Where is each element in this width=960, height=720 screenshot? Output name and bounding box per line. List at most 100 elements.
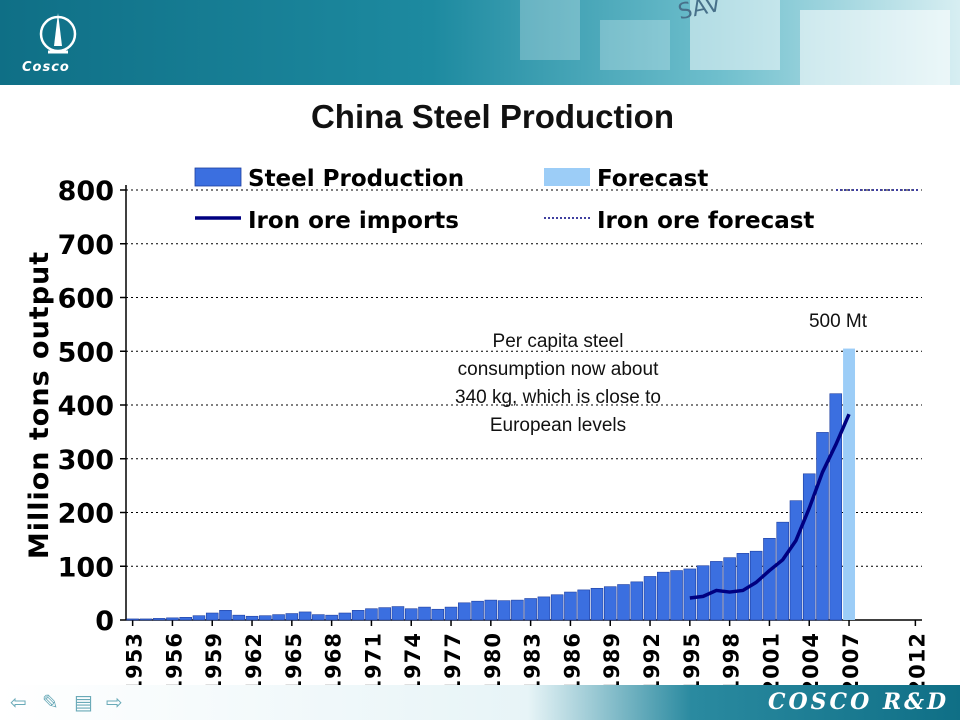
- x-tick-label: 1962: [242, 632, 266, 690]
- banner-tile: [800, 10, 950, 85]
- x-tick-label: 1980: [481, 632, 505, 690]
- footer-bar: [0, 685, 960, 720]
- y-tick-label: 200: [58, 499, 114, 530]
- steel-production-bar: [471, 600, 484, 621]
- steel-production-bar: [670, 570, 683, 621]
- steel-production-bar: [391, 606, 405, 621]
- steel-production-bar: [537, 596, 551, 621]
- steel-production-bar: [816, 432, 829, 621]
- x-tick-label: 1953: [123, 632, 147, 690]
- steel-production-bar: [511, 599, 524, 621]
- y-tick-label: 700: [58, 230, 114, 261]
- pen-icon[interactable]: ✎: [42, 690, 59, 714]
- x-tick-label: 1959: [202, 632, 226, 690]
- x-tick-label: 1998: [720, 632, 744, 690]
- steel-production-bar: [630, 581, 644, 621]
- legend-forecast-swatch: [544, 168, 590, 186]
- y-tick-label: 500: [58, 337, 114, 368]
- steel-production-bar: [351, 610, 365, 621]
- steel-production-bar: [245, 615, 259, 621]
- steel-production-bar: [603, 586, 617, 621]
- steel-production-bar: [643, 576, 657, 621]
- steel-production-bar: [139, 618, 153, 621]
- steel-production-bar: [776, 521, 789, 621]
- legend-forecast-label: Forecast: [597, 166, 708, 192]
- y-tick-label: 300: [58, 445, 114, 476]
- legend-iron-forecast-label: Iron ore forecast: [597, 208, 814, 234]
- steel-production-bar: [205, 612, 219, 621]
- banner-tile: [600, 20, 670, 70]
- steel-production-bar: [577, 589, 590, 621]
- steel-production-bar: [564, 591, 577, 621]
- menu-icon[interactable]: ▤: [74, 690, 93, 714]
- header-banner: SAV Cosco: [0, 0, 960, 85]
- steel-production-bar: [192, 615, 206, 621]
- steel-production-bar: [232, 614, 246, 621]
- y-tick-label: 400: [58, 391, 114, 422]
- legend-steel-label: Steel Production: [248, 166, 464, 192]
- steel-production-bar: [763, 537, 776, 621]
- steel-production-bar: [126, 618, 139, 621]
- steel-production-bar: [683, 568, 697, 621]
- x-tick-label: 1956: [162, 632, 186, 690]
- steel-production-bar: [723, 557, 736, 621]
- prev-arrow-icon[interactable]: ⇦: [10, 690, 27, 714]
- steel-production-bar: [802, 473, 816, 621]
- x-tick-label: 2012: [905, 632, 929, 690]
- steel-production-bar: [418, 606, 431, 621]
- steel-production-chart: 0 100 200 300 400 500 600 700 800 Million tons ou…: [24, 166, 929, 690]
- x-tick-label: 1989: [600, 632, 624, 690]
- x-tick-label: 1968: [322, 632, 346, 690]
- legend-iron-label: Iron ore imports: [248, 208, 459, 234]
- y-axis-label: Million tons output: [24, 251, 55, 559]
- annotation-500mt: 500 Mt: [809, 311, 868, 332]
- steel-production-bar: [497, 600, 511, 621]
- x-tick-label: 1992: [640, 632, 664, 690]
- steel-production-bar: [179, 617, 192, 621]
- steel-production-bar: [325, 614, 338, 621]
- steel-production-bar: [365, 608, 378, 621]
- steel-production-bar: [617, 584, 630, 621]
- x-tick-label: 1995: [680, 632, 704, 690]
- x-tick-label: 2001: [759, 632, 783, 690]
- steel-production-bar: [404, 608, 418, 621]
- steel-production-bar: [152, 618, 166, 621]
- next-arrow-icon[interactable]: ⇨: [106, 690, 123, 714]
- legend-steel-swatch: [194, 167, 242, 187]
- steel-production-bar: [312, 614, 325, 621]
- steel-production-bar: [590, 587, 604, 621]
- x-tick-label: 1971: [361, 632, 385, 690]
- x-tick-label: 2004: [799, 632, 823, 690]
- iron-ore-imports-line: [689, 413, 851, 600]
- y-tick-label: 0: [95, 606, 114, 637]
- annotation-per-capita: consumption now about: [458, 359, 659, 380]
- steel-production-bar: [338, 612, 352, 621]
- steel-production-bar: [789, 500, 803, 621]
- steel-production-bar: [444, 606, 458, 621]
- banner-tile: [520, 0, 580, 60]
- steel-production-bar: [166, 617, 179, 621]
- steel-production-bar: [378, 607, 391, 621]
- page-title: China Steel Production: [310, 98, 675, 135]
- cosco-logo-icon: [39, 13, 77, 54]
- y-tick-label: 100: [58, 552, 114, 583]
- steel-production-bar: [458, 602, 471, 621]
- steel-production-bar: [272, 614, 285, 621]
- x-tick-label: 1977: [441, 632, 465, 690]
- logo-text: Cosco: [22, 60, 70, 75]
- brand-label: COSCO R&D: [768, 689, 950, 715]
- steel-production-bar: [298, 611, 312, 621]
- forecast-bar: [843, 348, 856, 620]
- x-tick-label: 1986: [560, 632, 584, 690]
- annotation-per-capita: 340 kg, which is close to: [455, 387, 661, 408]
- steel-production-bar: [524, 598, 537, 621]
- annotation-per-capita: Per capita steel: [493, 331, 624, 352]
- steel-production-bar: [657, 571, 670, 621]
- steel-production-bar: [484, 599, 498, 621]
- x-tick-label: 1983: [521, 632, 545, 690]
- x-tick-label: 2007: [839, 632, 863, 690]
- steel-production-bar: [431, 608, 445, 621]
- steel-production-bar: [550, 594, 564, 621]
- y-tick-label: 800: [58, 176, 114, 207]
- steel-production-bar: [219, 610, 232, 621]
